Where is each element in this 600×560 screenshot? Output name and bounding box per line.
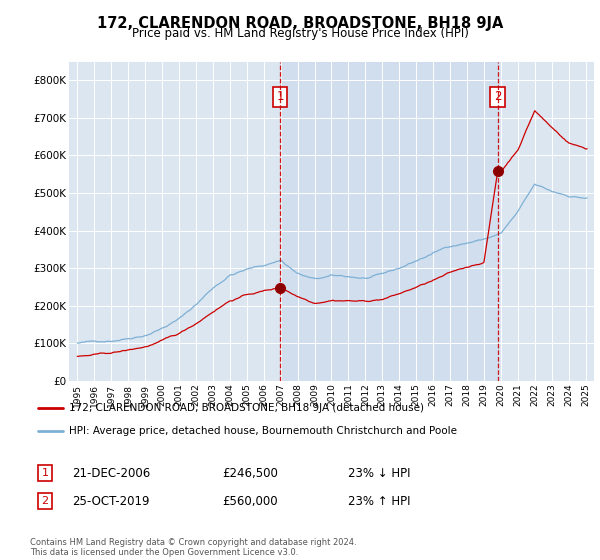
Text: Contains HM Land Registry data © Crown copyright and database right 2024.
This d: Contains HM Land Registry data © Crown c… xyxy=(30,538,356,557)
Text: 1: 1 xyxy=(277,90,284,103)
Text: 1: 1 xyxy=(41,468,49,478)
Text: 25-OCT-2019: 25-OCT-2019 xyxy=(72,494,149,508)
Text: Price paid vs. HM Land Registry's House Price Index (HPI): Price paid vs. HM Land Registry's House … xyxy=(131,27,469,40)
Text: £246,500: £246,500 xyxy=(222,466,278,480)
Text: £560,000: £560,000 xyxy=(222,494,278,508)
Text: HPI: Average price, detached house, Bournemouth Christchurch and Poole: HPI: Average price, detached house, Bour… xyxy=(68,426,457,436)
Bar xyxy=(280,62,497,381)
Text: 172, CLARENDON ROAD, BROADSTONE, BH18 9JA: 172, CLARENDON ROAD, BROADSTONE, BH18 9J… xyxy=(97,16,503,31)
Text: 2: 2 xyxy=(494,90,502,103)
Text: 23% ↓ HPI: 23% ↓ HPI xyxy=(348,466,410,480)
Text: 23% ↑ HPI: 23% ↑ HPI xyxy=(348,494,410,508)
Text: 172, CLARENDON ROAD, BROADSTONE, BH18 9JA (detached house): 172, CLARENDON ROAD, BROADSTONE, BH18 9J… xyxy=(68,403,424,413)
Text: 2: 2 xyxy=(41,496,49,506)
Text: 21-DEC-2006: 21-DEC-2006 xyxy=(72,466,150,480)
